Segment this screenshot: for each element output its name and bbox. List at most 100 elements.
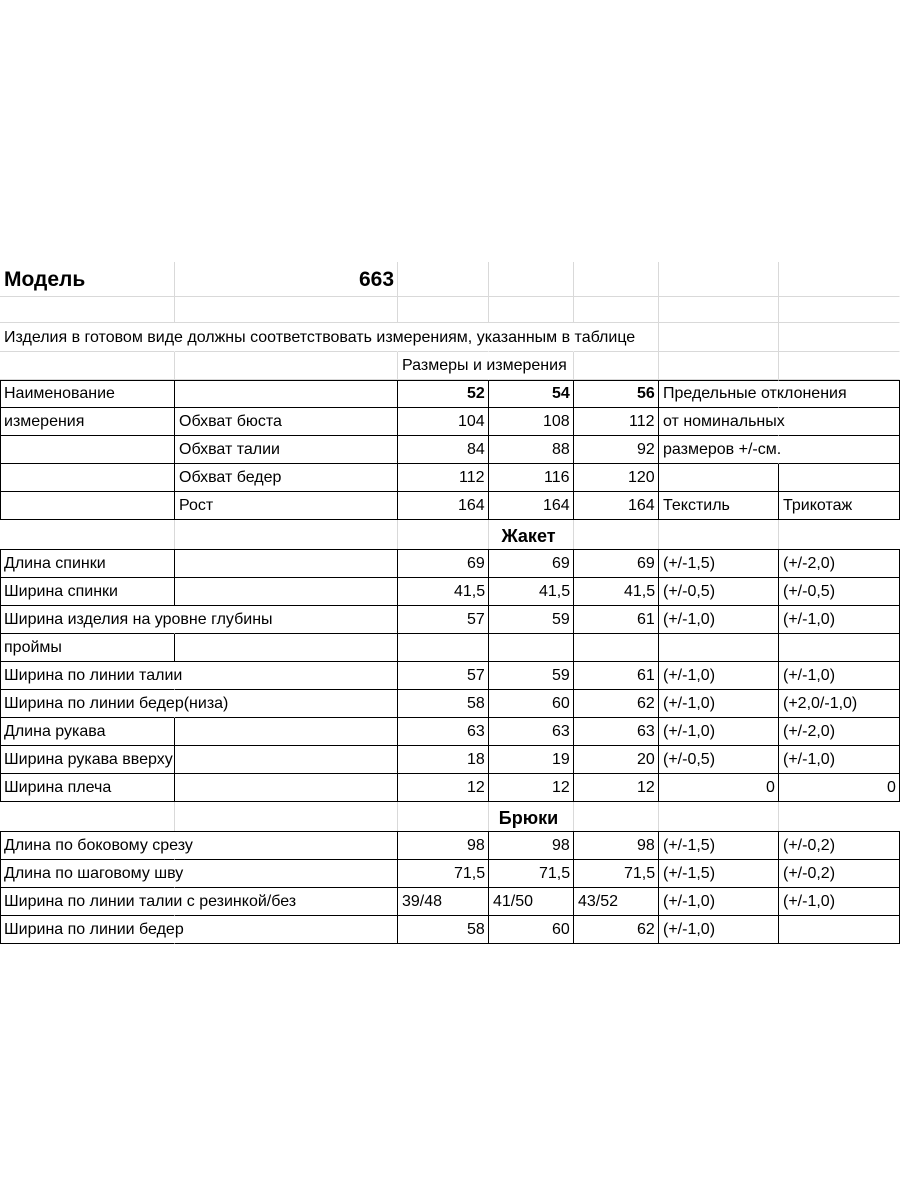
cell bbox=[779, 634, 900, 662]
cell bbox=[489, 774, 574, 802]
cell bbox=[398, 860, 489, 888]
model-text: 663 bbox=[359, 268, 395, 291]
cell bbox=[0, 408, 175, 436]
cell bbox=[398, 380, 489, 408]
cell-text: 12 bbox=[467, 779, 485, 796]
cell bbox=[489, 718, 574, 746]
cell bbox=[398, 323, 489, 352]
cell bbox=[779, 262, 900, 297]
cell bbox=[489, 550, 574, 578]
cell bbox=[398, 606, 489, 634]
cell bbox=[574, 323, 659, 352]
cell-text: 58 bbox=[467, 695, 485, 712]
cell bbox=[398, 408, 489, 436]
cell-text: (+/-0,2) bbox=[783, 837, 836, 854]
cell-text: 57 bbox=[467, 611, 485, 628]
cell bbox=[779, 436, 900, 464]
cell bbox=[175, 860, 398, 888]
cell-text: 12 bbox=[552, 779, 570, 796]
cell bbox=[489, 380, 574, 408]
cell bbox=[489, 860, 574, 888]
cell bbox=[175, 297, 398, 323]
cell bbox=[175, 916, 398, 944]
cell bbox=[574, 774, 659, 802]
cell bbox=[779, 916, 900, 944]
cell bbox=[175, 718, 398, 746]
cell bbox=[175, 746, 398, 774]
cell bbox=[175, 774, 398, 802]
cell-text: (+/-1,0) bbox=[783, 611, 836, 628]
cell bbox=[659, 578, 779, 606]
cell-text: 69 bbox=[637, 555, 655, 572]
cell bbox=[398, 662, 489, 690]
cell-text: 71,5 bbox=[454, 865, 486, 882]
section-title: Брюки bbox=[498, 808, 559, 828]
cell bbox=[659, 262, 779, 297]
cell bbox=[779, 464, 900, 492]
cell bbox=[574, 888, 659, 916]
cell bbox=[175, 408, 398, 436]
cell bbox=[489, 916, 574, 944]
section-title: Жакет bbox=[501, 526, 556, 546]
cell-text: 71,5 bbox=[539, 865, 571, 882]
cell bbox=[0, 634, 175, 662]
cell-text: 41,5 bbox=[624, 583, 656, 600]
cell bbox=[659, 606, 779, 634]
cell bbox=[574, 436, 659, 464]
cell bbox=[574, 380, 659, 408]
cell-text: 18 bbox=[467, 751, 485, 768]
cell bbox=[0, 550, 175, 578]
cell bbox=[489, 578, 574, 606]
cell bbox=[574, 690, 659, 718]
cell bbox=[175, 578, 398, 606]
cell bbox=[489, 492, 574, 520]
cell bbox=[175, 380, 398, 408]
cell bbox=[0, 578, 175, 606]
cell bbox=[489, 352, 574, 380]
cell bbox=[489, 634, 574, 662]
cell-text: (+/-1,0) bbox=[783, 667, 836, 684]
cell bbox=[398, 690, 489, 718]
model-text: Модель bbox=[4, 268, 86, 291]
note: Изделия в готовом виде должны соответств… bbox=[4, 328, 636, 346]
cell-text: измерения bbox=[4, 413, 85, 430]
cell bbox=[659, 492, 779, 520]
cell-text: 84 bbox=[467, 441, 485, 458]
cell-text: 0 bbox=[766, 779, 775, 796]
cell-text: 92 bbox=[637, 441, 655, 458]
cell-text: Ширина по линии талии bbox=[4, 667, 183, 684]
cell-text: Наименование bbox=[4, 385, 115, 402]
cell-text: 0 bbox=[887, 779, 896, 796]
cell bbox=[175, 832, 398, 860]
cell-text: 112 bbox=[459, 469, 485, 486]
cell bbox=[574, 578, 659, 606]
cell bbox=[398, 746, 489, 774]
cell-text: (+/-1,0) bbox=[663, 723, 716, 740]
cell bbox=[398, 634, 489, 662]
cell bbox=[0, 774, 175, 802]
cell-text: 120 bbox=[628, 469, 655, 486]
cell bbox=[0, 662, 175, 690]
cell-text: (+/-1,5) bbox=[663, 837, 716, 854]
rule bbox=[0, 549, 900, 550]
cell-text: 39/48 bbox=[402, 893, 443, 910]
cell bbox=[779, 352, 900, 380]
cell bbox=[489, 690, 574, 718]
cell-text: (+/-2,0) bbox=[783, 555, 836, 572]
cell-text: Трикотаж bbox=[783, 497, 853, 514]
cell-text: Длина по боковому срезу bbox=[4, 837, 193, 854]
cell-text: 52 bbox=[467, 385, 485, 402]
cell bbox=[659, 690, 779, 718]
cell bbox=[574, 262, 659, 297]
cell-text: Ширина по линии бедер(низа) bbox=[4, 695, 229, 712]
cell bbox=[0, 746, 175, 774]
cell-text: 61 bbox=[637, 667, 655, 684]
cell bbox=[0, 492, 175, 520]
cell bbox=[489, 832, 574, 860]
cell bbox=[175, 520, 398, 550]
cell-text: 56 bbox=[637, 385, 655, 402]
cell bbox=[659, 832, 779, 860]
cell-text: 62 bbox=[637, 921, 655, 938]
cell bbox=[659, 774, 779, 802]
cell bbox=[175, 436, 398, 464]
